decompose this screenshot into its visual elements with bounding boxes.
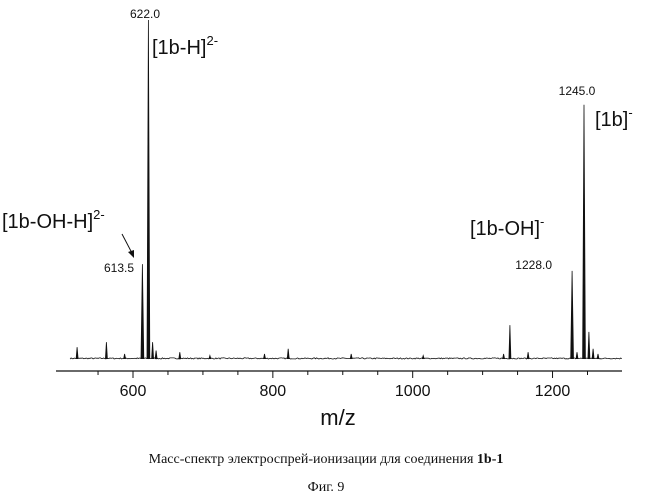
ion-labels: [1b-H]2- [1b-OH-H]2- [1b]- [1b-OH]-	[2, 33, 633, 240]
spectrum-peak	[155, 351, 157, 360]
spectrum-trace	[70, 20, 622, 359]
x-tick-label: 800	[259, 383, 286, 400]
spectrum-peak	[105, 342, 107, 359]
caption-text: Масс-спектр электроспрей-ионизации для с…	[149, 452, 477, 467]
spectrum-peak	[152, 342, 154, 359]
spectrum-peak	[141, 264, 144, 359]
x-tick-label: 1200	[535, 383, 571, 400]
figure-caption: Масс-спектр электроспрей-ионизации для с…	[0, 452, 652, 468]
spectrum-peak	[179, 352, 181, 359]
ion-label: [1b]-	[595, 105, 633, 131]
spectrum-peak	[76, 347, 78, 359]
annotation-arrowhead	[128, 250, 134, 258]
ion-label: [1b-H]2-	[152, 33, 218, 59]
x-axis-label: m/z	[320, 405, 355, 430]
spectrum-peak	[264, 354, 266, 359]
x-tick-label: 600	[120, 383, 147, 400]
spectrum-peak	[597, 354, 599, 359]
figure-label: Фиг. 9	[0, 480, 652, 496]
spectrum-peak	[583, 105, 586, 359]
spectrum-peak	[571, 271, 574, 359]
spectrum-peak	[209, 356, 211, 359]
spectrum-peak	[503, 354, 505, 359]
spectrum-peak	[576, 352, 578, 359]
spectrum-peak	[509, 325, 511, 359]
spectrum-peak	[147, 20, 150, 359]
spectrum-peak	[588, 332, 590, 359]
spectrum-peak	[592, 349, 594, 359]
peak-value-label: 1245.0	[559, 84, 596, 98]
peak-value-label: 613.5	[104, 261, 134, 275]
x-tick-label: 1000	[395, 383, 431, 400]
x-axis-ticks: 600 800 1000 1200	[98, 371, 587, 400]
mass-spectrum-chart: 600 800 1000 1200 622.0 613.5 1245.0 1228.0 [1…	[0, 0, 652, 430]
spectrum-peak	[287, 349, 289, 359]
spectrum-peak	[124, 354, 126, 359]
figure-label-text: Фиг. 9	[308, 480, 345, 495]
caption-compound: 1b-1	[477, 452, 503, 467]
spectrum-peak	[350, 354, 352, 359]
spectrum-peak	[527, 352, 529, 359]
spectrum-peak	[422, 356, 424, 359]
ion-label: [1b-OH-H]2-	[2, 207, 105, 233]
ion-label: [1b-OH]-	[470, 214, 544, 240]
peak-value-label: 622.0	[130, 7, 160, 21]
peak-value-label: 1228.0	[515, 258, 552, 272]
